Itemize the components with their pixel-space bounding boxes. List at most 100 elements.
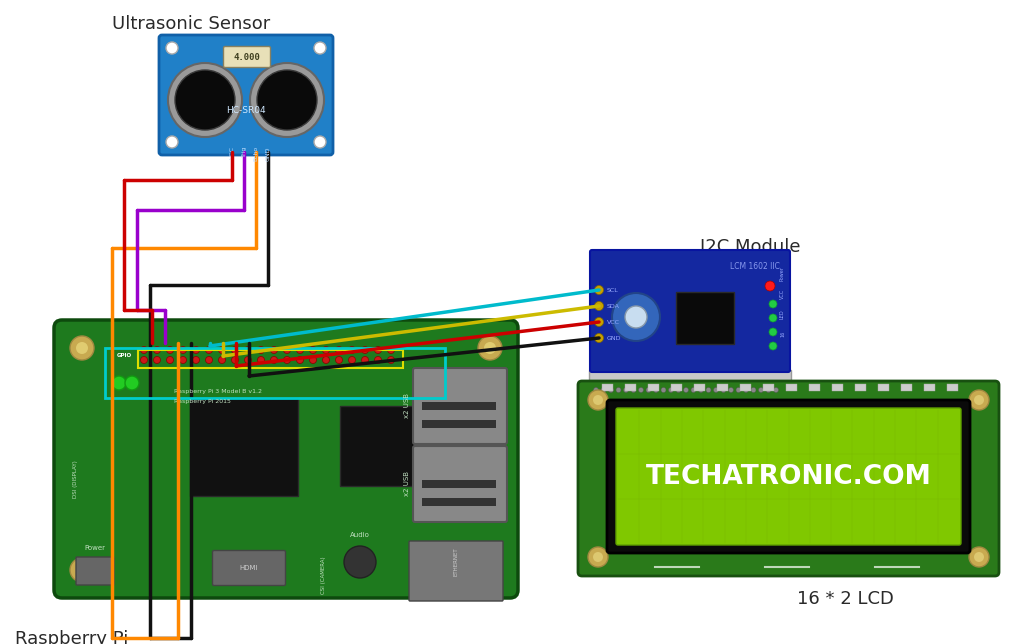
Circle shape: [250, 63, 324, 137]
Bar: [589, 370, 791, 405]
Text: Audio: Audio: [350, 532, 370, 538]
Circle shape: [773, 388, 778, 392]
Circle shape: [375, 346, 382, 354]
Circle shape: [154, 357, 161, 363]
Circle shape: [594, 388, 598, 392]
Bar: [717, 384, 728, 391]
Circle shape: [166, 42, 178, 54]
Bar: [855, 384, 866, 391]
Bar: [625, 384, 636, 391]
Circle shape: [206, 346, 213, 354]
Circle shape: [616, 388, 621, 392]
Circle shape: [601, 388, 606, 392]
Text: HC-SR04: HC-SR04: [226, 106, 266, 115]
Circle shape: [323, 346, 330, 354]
Circle shape: [166, 136, 178, 148]
Circle shape: [766, 388, 771, 392]
Circle shape: [595, 317, 603, 327]
Text: DSI (DISPLAY): DSI (DISPLAY): [73, 460, 78, 498]
Circle shape: [624, 388, 629, 392]
Circle shape: [284, 346, 291, 354]
Text: Ultrasonic Sensor: Ultrasonic Sensor: [112, 15, 270, 33]
Bar: [901, 384, 912, 391]
Circle shape: [309, 346, 316, 354]
Circle shape: [769, 342, 777, 350]
FancyBboxPatch shape: [159, 35, 333, 155]
Circle shape: [309, 357, 316, 363]
Text: LED: LED: [780, 309, 785, 319]
Bar: [809, 384, 820, 391]
FancyBboxPatch shape: [578, 381, 999, 576]
Circle shape: [595, 334, 603, 343]
Circle shape: [714, 388, 719, 392]
Text: VCC: VCC: [607, 319, 620, 325]
Circle shape: [175, 70, 234, 130]
Text: VCC: VCC: [780, 289, 785, 299]
Circle shape: [336, 346, 342, 354]
Circle shape: [76, 342, 88, 354]
Circle shape: [361, 357, 369, 363]
Circle shape: [588, 547, 608, 567]
Text: LCM 1602 IIC: LCM 1602 IIC: [730, 261, 780, 270]
Circle shape: [478, 558, 502, 582]
Circle shape: [297, 346, 303, 354]
Bar: [831, 384, 843, 391]
Circle shape: [743, 388, 749, 392]
Circle shape: [76, 564, 88, 576]
Bar: [740, 384, 751, 391]
Text: SDA: SDA: [607, 303, 620, 308]
Text: HDMI: HDMI: [240, 565, 258, 571]
FancyBboxPatch shape: [590, 250, 790, 372]
Bar: [878, 384, 889, 391]
Circle shape: [323, 357, 330, 363]
Text: SCL: SCL: [607, 287, 618, 292]
Circle shape: [193, 346, 200, 354]
Bar: [924, 384, 935, 391]
Bar: [422, 402, 496, 410]
Circle shape: [698, 388, 703, 392]
FancyBboxPatch shape: [54, 320, 518, 598]
Circle shape: [595, 285, 603, 294]
Circle shape: [691, 388, 696, 392]
Circle shape: [218, 346, 225, 354]
Circle shape: [167, 346, 173, 354]
Bar: [340, 406, 420, 486]
Text: CSI (CAMERA): CSI (CAMERA): [322, 556, 327, 594]
Circle shape: [112, 376, 126, 390]
Circle shape: [361, 346, 369, 354]
Circle shape: [344, 546, 376, 578]
Text: ETHERNET: ETHERNET: [454, 547, 459, 576]
Circle shape: [336, 357, 342, 363]
Circle shape: [314, 42, 326, 54]
Circle shape: [478, 336, 502, 360]
Circle shape: [608, 388, 613, 392]
Circle shape: [631, 388, 636, 392]
Text: GPIO: GPIO: [117, 352, 131, 357]
Circle shape: [593, 395, 603, 405]
Circle shape: [759, 388, 764, 392]
Circle shape: [387, 346, 394, 354]
Text: Raspberry Pi 2015: Raspberry Pi 2015: [174, 399, 230, 404]
Circle shape: [179, 346, 186, 354]
Circle shape: [387, 357, 394, 363]
Circle shape: [206, 357, 213, 363]
FancyBboxPatch shape: [223, 46, 270, 68]
Circle shape: [588, 390, 608, 410]
Circle shape: [593, 552, 603, 562]
FancyBboxPatch shape: [607, 400, 970, 553]
Circle shape: [168, 63, 242, 137]
Circle shape: [662, 388, 666, 392]
Circle shape: [154, 346, 161, 354]
Bar: [947, 384, 958, 391]
Text: x2 USB: x2 USB: [404, 471, 410, 497]
FancyBboxPatch shape: [213, 551, 286, 585]
Circle shape: [974, 395, 984, 405]
Text: 16: 16: [780, 331, 785, 337]
Text: GND: GND: [265, 146, 270, 160]
Circle shape: [653, 388, 658, 392]
Circle shape: [314, 136, 326, 148]
Circle shape: [231, 346, 239, 354]
Circle shape: [125, 376, 139, 390]
Circle shape: [969, 547, 989, 567]
Circle shape: [348, 346, 355, 354]
